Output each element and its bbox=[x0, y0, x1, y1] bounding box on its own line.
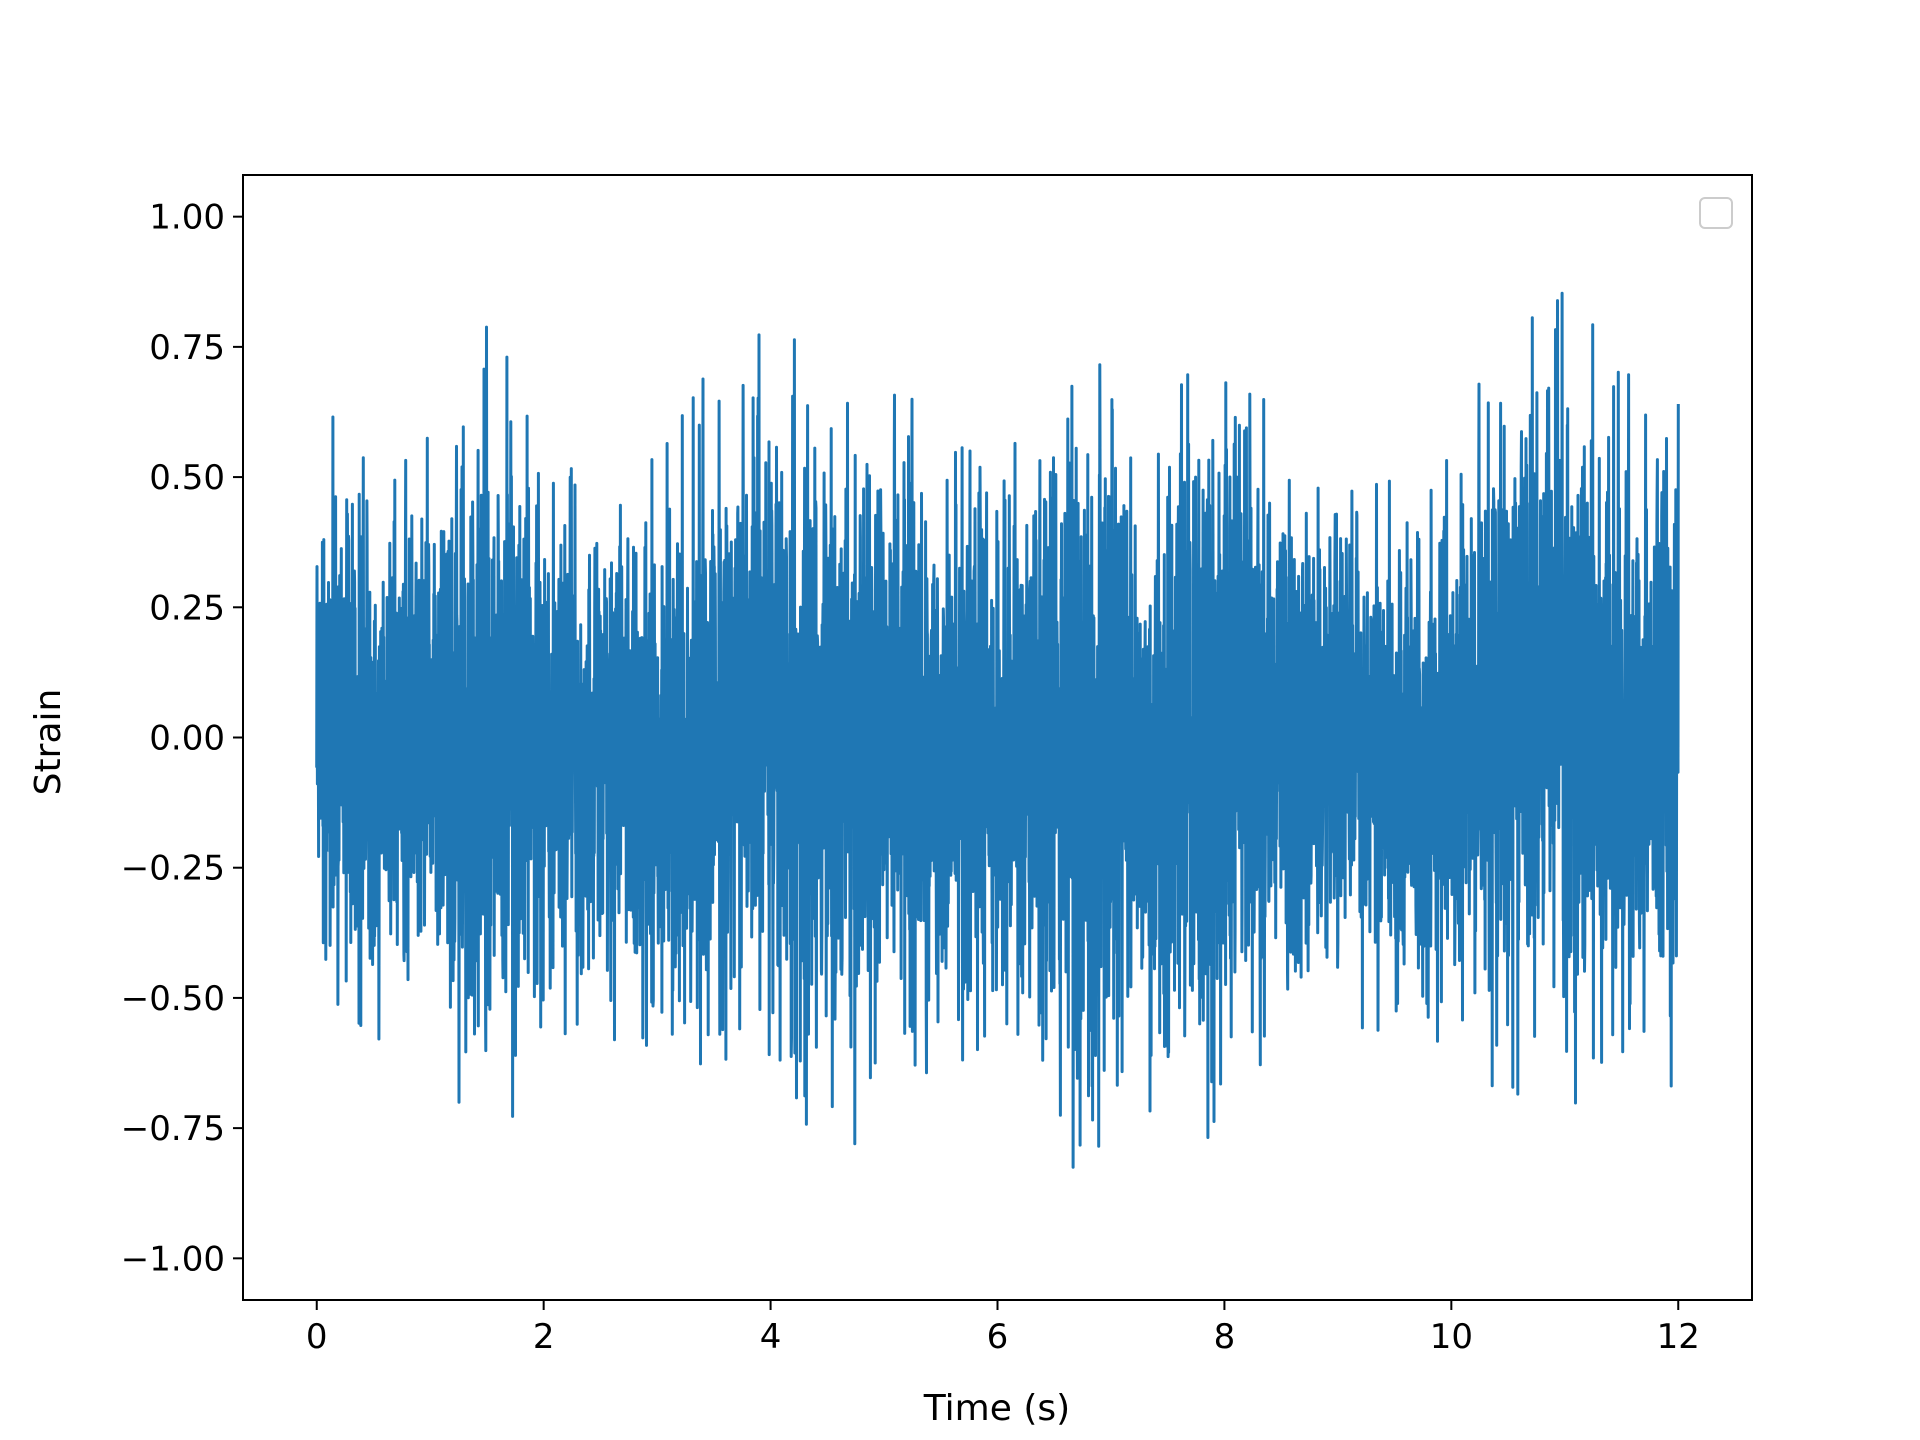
y-tick-label: −0.50 bbox=[121, 979, 225, 1019]
strain-series bbox=[315, 291, 1680, 1169]
x-tick-label: 2 bbox=[533, 1317, 555, 1357]
legend-box bbox=[1699, 197, 1733, 229]
y-tick-label: 0.50 bbox=[149, 458, 225, 498]
y-tick-label: 0.25 bbox=[149, 588, 225, 628]
y-tick-label: 0.00 bbox=[149, 719, 225, 759]
y-axis-label: Strain bbox=[28, 689, 69, 796]
x-tick-label: 12 bbox=[1657, 1317, 1700, 1357]
x-tick-label: 0 bbox=[306, 1317, 328, 1357]
x-axis: 0 2 4 6 8 10 12 bbox=[306, 1300, 1700, 1357]
y-tick-label: −0.25 bbox=[121, 849, 225, 889]
y-tick-label: −0.75 bbox=[121, 1109, 225, 1149]
x-tick-label: 6 bbox=[987, 1317, 1009, 1357]
y-tick-label: −1.00 bbox=[121, 1239, 225, 1279]
y-tick-label: 0.75 bbox=[149, 328, 225, 368]
x-tick-label: 10 bbox=[1430, 1317, 1473, 1357]
y-axis: 1.00 0.75 0.50 0.25 0.00 −0.25 −0.50 −0.75 −1.00 bbox=[121, 198, 243, 1279]
x-tick-label: 4 bbox=[760, 1317, 782, 1357]
y-tick-label: 1.00 bbox=[149, 198, 225, 238]
x-axis-label: Time (s) bbox=[923, 1388, 1070, 1429]
strain-line bbox=[315, 291, 1680, 1169]
x-tick-label: 8 bbox=[1214, 1317, 1236, 1357]
